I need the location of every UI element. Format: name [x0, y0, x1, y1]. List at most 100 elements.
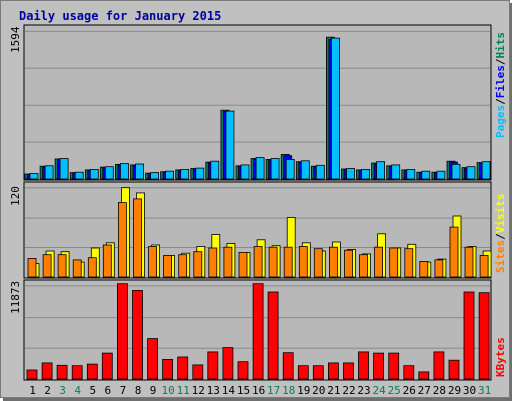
middle-bar-sites-25 [389, 247, 399, 278]
bottom-bar-kbytes-11 [177, 356, 189, 380]
bottom-bar-kbytes-5 [86, 363, 98, 380]
middle-bar-sites-23 [359, 254, 368, 278]
bottom-bar-kbytes-18 [282, 352, 294, 380]
top-bar-hits-27 [421, 170, 431, 180]
legend-kbytes: KBytes [494, 337, 507, 377]
middle-bar-sites-2 [42, 254, 52, 278]
middle-bar-sites-14 [223, 246, 233, 278]
top-bar-hits-30 [466, 166, 476, 180]
x-tick-label-20: 20 [312, 384, 325, 397]
x-tick-label-10: 10 [161, 384, 174, 397]
middle-bar-sites-6 [102, 244, 112, 278]
bottom-bar-kbytes-15 [237, 361, 249, 380]
middle-bar-sites-30 [464, 246, 474, 278]
bottom-bar-kbytes-8 [132, 289, 143, 380]
middle-bar-sites-13 [208, 247, 218, 278]
top-bar-hits-18 [285, 158, 295, 180]
top-bar-hits-16 [255, 157, 265, 180]
middle-bar-sites-3 [57, 254, 67, 278]
bottom-bar-kbytes-27 [418, 371, 430, 380]
middle-bar-sites-21 [328, 246, 338, 278]
x-tick-label-24: 24 [372, 384, 386, 397]
x-tick-label-13: 13 [207, 384, 220, 397]
top-bar-hits-25 [391, 164, 401, 180]
bottom-bar-kbytes-31 [478, 292, 490, 380]
x-tick-label-23: 23 [357, 384, 370, 397]
top-bar-hits-1 [29, 173, 39, 180]
x-tick-label-16: 16 [252, 384, 265, 397]
top-ymax-label: 1594 [9, 26, 22, 53]
legend-sep-1: / [494, 98, 507, 105]
bottom-bar-kbytes-17 [267, 291, 279, 380]
x-tick-label-12: 12 [192, 384, 205, 397]
bottom-bar-kbytes-19 [297, 365, 309, 380]
top-bar-hits-14 [225, 110, 235, 180]
top-bar-hits-23 [361, 168, 370, 180]
middle-bar-sites-1 [27, 257, 37, 278]
top-bar-hits-17 [270, 158, 280, 180]
bottom-bar-kbytes-6 [101, 352, 113, 380]
top-bar-hits-12 [195, 167, 205, 180]
x-tick-label-14: 14 [222, 384, 236, 397]
bottom-bar-kbytes-10 [162, 358, 174, 380]
top-bar-hits-13 [210, 160, 220, 180]
middle-bar-sites-12 [193, 251, 203, 278]
legend-sites: Sites [494, 240, 507, 273]
x-tick-label-4: 4 [74, 384, 81, 397]
x-tick-label-6: 6 [104, 384, 111, 397]
middle-bar-sites-16 [253, 246, 263, 278]
chart-title: Daily usage for January 2015 [19, 9, 221, 23]
x-tick-label-8: 8 [135, 384, 142, 397]
x-tick-label-29: 29 [448, 384, 461, 397]
bottom-bar-kbytes-23 [358, 351, 369, 380]
bottom-bar-kbytes-22 [343, 362, 354, 380]
top-bar-hits-22 [346, 168, 355, 180]
bottom-bar-kbytes-21 [327, 362, 339, 380]
legend-pages: Pages [494, 105, 507, 138]
bottom-bar-kbytes-4 [71, 365, 83, 380]
x-tick-label-2: 2 [44, 384, 51, 397]
top-bar-hits-5 [89, 168, 99, 180]
x-tick-label-31: 31 [478, 384, 491, 397]
middle-bar-sites-31 [479, 254, 489, 278]
bottom-bar-kbytes-28 [433, 351, 445, 380]
legend-files: Files [494, 65, 507, 98]
middle-ymax-label: 120 [9, 186, 22, 206]
x-tick-label-22: 22 [342, 384, 355, 397]
bottom-bar-kbytes-9 [147, 338, 159, 380]
x-tick-label-27: 27 [418, 384, 431, 397]
bottom-bar-kbytes-16 [252, 283, 264, 380]
x-tick-label-30: 30 [463, 384, 476, 397]
middle-bar-sites-4 [72, 259, 82, 278]
top-bar-hits-2 [44, 165, 54, 180]
middle-bar-sites-8 [133, 198, 142, 278]
x-tick-label-9: 9 [150, 384, 157, 397]
middle-bar-sites-7 [118, 202, 127, 278]
bottom-bar-kbytes-12 [192, 364, 204, 380]
top-bar-hits-28 [436, 170, 446, 180]
x-tick-label-3: 3 [59, 384, 66, 397]
x-tick-label-26: 26 [403, 384, 416, 397]
middle-bar-sites-20 [313, 248, 323, 278]
bottom-bar-kbytes-25 [388, 352, 400, 380]
middle-bar-sites-15 [238, 251, 248, 278]
top-bar-hits-11 [180, 168, 190, 180]
x-tick-label-25: 25 [388, 384, 401, 397]
top-bar-hits-4 [74, 171, 84, 180]
top-bar-hits-10 [165, 170, 175, 180]
bottom-bar-kbytes-26 [403, 365, 415, 380]
x-tick-label-1: 1 [29, 384, 36, 397]
top-bar-hits-24 [376, 161, 386, 180]
legend-sep-2: / [494, 58, 507, 65]
x-tick-label-7: 7 [120, 384, 127, 397]
middle-bar-sites-19 [298, 246, 308, 278]
top-bar-hits-7 [120, 163, 129, 180]
legend-sep-3: / [494, 233, 507, 240]
top-bar-hits-8 [135, 163, 144, 180]
top-bar-hits-6 [104, 166, 114, 180]
x-tick-label-19: 19 [297, 384, 310, 397]
bottom-bar-kbytes-7 [117, 283, 128, 380]
legend-visits: Visits [494, 194, 507, 234]
